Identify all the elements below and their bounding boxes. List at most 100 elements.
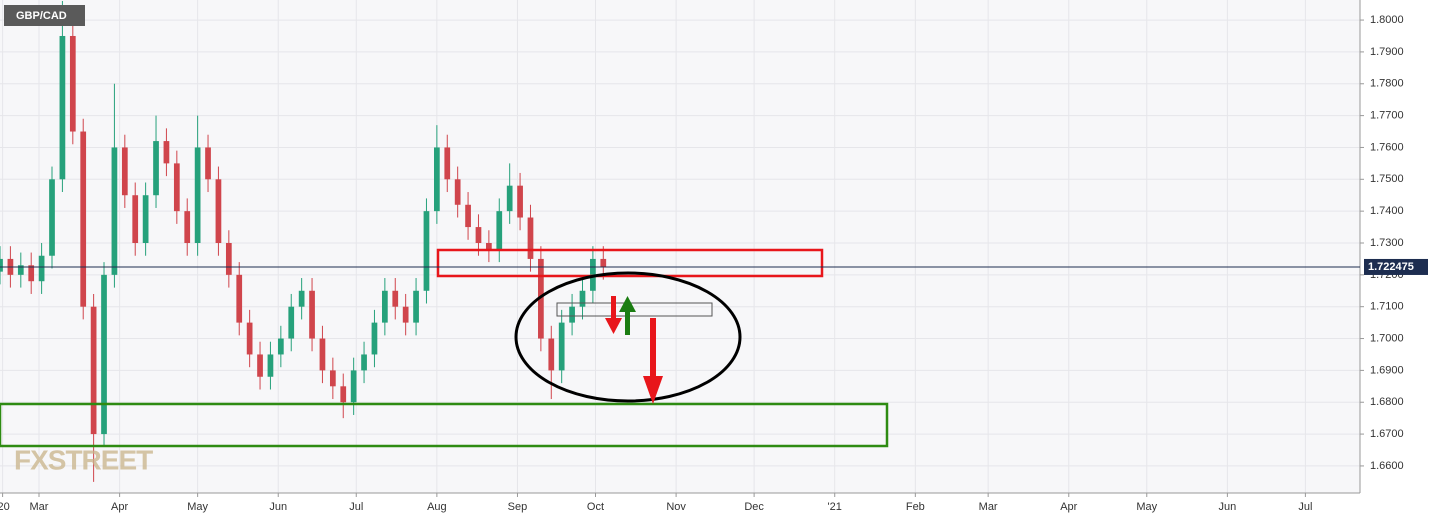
y-tick-label: 1.7400: [1370, 205, 1404, 217]
candle-body: [38, 255, 45, 282]
candle-body: [194, 147, 201, 243]
x-tick-label: Mar: [30, 501, 49, 513]
annotations: [0, 248, 889, 448]
candle-body: [538, 258, 544, 339]
candle-body: [444, 147, 451, 180]
x-tick-label: '21: [828, 501, 842, 513]
x-tick-label: Nov: [666, 501, 686, 513]
candle-body: [0, 258, 3, 272]
y-tick-label: 1.7800: [1370, 78, 1404, 90]
x-tick-label: May: [1136, 501, 1157, 513]
support-box: [0, 402, 889, 448]
candle-body: [517, 185, 523, 218]
x-tick-label: Feb: [906, 501, 925, 513]
candle-body: [600, 258, 607, 267]
candle-body: [17, 265, 24, 275]
last-price-label: 1.722475: [1368, 261, 1414, 273]
candle-body: [371, 322, 378, 355]
range-box: [556, 302, 713, 317]
x-tick-label: Mar: [979, 501, 998, 513]
y-tick-label: 1.7000: [1370, 332, 1404, 344]
candle-body: [173, 163, 180, 212]
candle-body: [69, 35, 76, 132]
x-tick-label: May: [187, 501, 208, 513]
focus-ellipse: [514, 271, 742, 403]
candle-body: [142, 195, 149, 243]
candle-body: [548, 338, 555, 371]
candle-body: [465, 204, 471, 228]
watermark: FXSTREET: [14, 444, 153, 475]
y-tick-label: 1.6700: [1370, 428, 1404, 440]
x-tick-label: Aug: [427, 501, 447, 513]
candle-body: [361, 354, 367, 371]
axes: 1.6600 1.6700 1.6800 1.6900 1.7000 1.7100 1.72…: [0, 14, 1428, 513]
candle-body: [486, 242, 492, 250]
down-arrow-large: [643, 318, 663, 404]
candle-body: [101, 274, 107, 435]
candles: [0, 0, 607, 482]
candle-body: [569, 306, 575, 323]
candle-body: [329, 370, 336, 387]
candle-body: [267, 354, 274, 377]
candle-body: [475, 227, 482, 243]
candle-body: [246, 322, 253, 355]
grid: [0, 0, 1360, 493]
y-tick-label: 1.7300: [1370, 237, 1404, 249]
candle-body: [257, 354, 263, 377]
candle-body: [90, 306, 97, 435]
candle-body: [434, 147, 440, 212]
candle-body: [132, 195, 139, 243]
x-tick-label: Apr: [1060, 501, 1077, 513]
x-tick-label: '20: [0, 501, 10, 513]
candle-body: [205, 147, 211, 180]
symbol-badge: [4, 5, 85, 26]
y-tick-label: 1.6800: [1370, 396, 1404, 408]
candle-body: [215, 179, 222, 243]
x-tick-label: Dec: [744, 501, 764, 513]
candle-body: [153, 141, 159, 196]
candle-body: [413, 290, 419, 323]
candle-body: [527, 217, 534, 259]
y-tick-label: 1.7700: [1370, 110, 1404, 122]
candle-body: [28, 265, 35, 282]
candle-body: [350, 370, 357, 403]
y-tick-label: 1.7100: [1370, 301, 1404, 313]
x-tick-label: Sep: [508, 501, 528, 513]
candle-body: [80, 131, 87, 307]
candle-body: [121, 147, 128, 196]
candle-body: [225, 242, 232, 275]
candle-body: [402, 306, 409, 323]
x-tick-label: Apr: [111, 501, 128, 513]
x-tick-label: Jul: [1298, 501, 1312, 513]
candle-body: [49, 179, 55, 256]
y-tick-label: 1.7500: [1370, 173, 1404, 185]
resistance-box: [436, 248, 824, 278]
candle-body: [236, 274, 243, 323]
candle-body: [184, 211, 191, 243]
candle-body: [558, 322, 565, 371]
plot-background: [0, 0, 1360, 493]
candle-body: [381, 290, 388, 323]
symbol-label: GBP/CAD: [16, 10, 67, 22]
x-tick-label: Jun: [269, 501, 287, 513]
y-tick-label: 1.6900: [1370, 364, 1404, 376]
candle-body: [111, 147, 118, 275]
candle-body: [579, 290, 586, 307]
candle-body: [298, 290, 305, 307]
candle-body: [319, 338, 326, 371]
y-tick-label: 1.7600: [1370, 141, 1404, 153]
y-tick-label: 1.7900: [1370, 46, 1404, 58]
candle-body: [163, 141, 170, 164]
candle-body: [423, 211, 430, 291]
candle-body: [496, 211, 503, 250]
last-price-badge: [1364, 258, 1428, 275]
candle-body: [59, 35, 66, 180]
candle-body: [392, 290, 399, 307]
x-tick-label: Oct: [587, 501, 604, 513]
candle-body: [277, 338, 284, 355]
candle-body: [454, 179, 461, 205]
y-tick-label: 1.6600: [1370, 460, 1404, 472]
candle-body: [309, 290, 315, 339]
